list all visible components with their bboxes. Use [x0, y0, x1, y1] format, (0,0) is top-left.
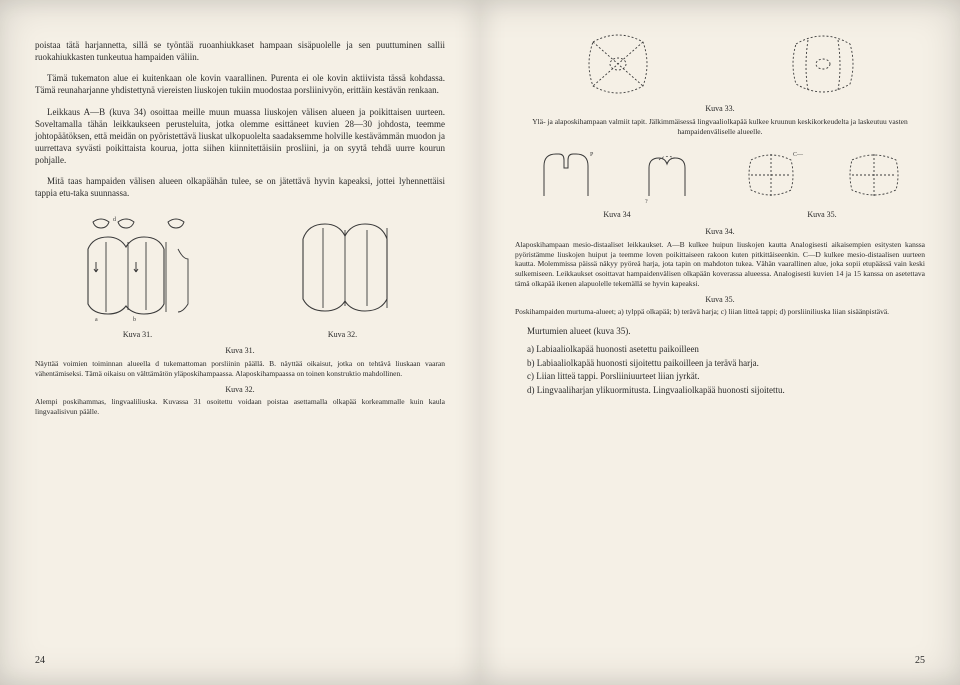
- list-b: b) Labiaaliolkapää huonosti sijoitettu p…: [515, 357, 925, 371]
- figure-labels-34-35: Kuva 34 Kuva 35.: [515, 210, 925, 221]
- svg-text:?: ?: [645, 199, 648, 205]
- figure-34a: P: [532, 146, 600, 206]
- fig34-label: Kuva 34: [603, 210, 630, 221]
- svg-text:P: P: [590, 152, 594, 158]
- cap34-title: Kuva 34.: [515, 227, 925, 238]
- list-d: d) Lingvaaliharjan ylikuormitusta. Lingv…: [515, 384, 925, 398]
- para-4: Mitä taas hampaiden välisen alueen olkap…: [35, 175, 445, 199]
- svg-text:b: b: [133, 317, 136, 323]
- para-1: poistaa tätä harjannetta, sillä se työnt…: [35, 39, 445, 63]
- cap32-title: Kuva 32.: [35, 385, 445, 396]
- list-c: c) Liian litteä tappi. Porsliiniuurteet …: [515, 370, 925, 384]
- svg-text:d: d: [113, 217, 116, 223]
- figure-33a: [573, 30, 663, 100]
- pagenum-right: 25: [915, 654, 925, 668]
- figure-33-row: [515, 30, 925, 100]
- cap35-title: Kuva 35.: [515, 295, 925, 306]
- cap35: Poskihampaiden murtuma-alueet; a) tylppä…: [515, 307, 925, 317]
- figure-33b: [778, 30, 868, 100]
- figure-35b: [840, 146, 908, 206]
- figure-row-31-32: a b d: [35, 214, 445, 324]
- cap33: Ylä- ja alaposkihampaan valmiit tapit. J…: [515, 117, 925, 137]
- book-spread: poistaa tätä harjannetta, sillä se työnt…: [0, 0, 960, 685]
- fig35-label: Kuva 35.: [807, 210, 836, 221]
- figure-32: [278, 214, 408, 324]
- cap31: Näyttää voimien toiminnan alueella d tuk…: [35, 359, 445, 379]
- cap32: Alempi poskihammas, lingvaaliliuska. Kuv…: [35, 397, 445, 417]
- section-title: Murtumien alueet (kuva 35).: [515, 325, 925, 337]
- fig31-label: Kuva 31.: [123, 330, 152, 341]
- pagenum-left: 24: [35, 654, 45, 668]
- svg-text:C—: C—: [793, 152, 804, 158]
- para-2: Tämä tukematon alue ei kuitenkaan ole ko…: [35, 72, 445, 96]
- fig33-label: Kuva 33.: [515, 104, 925, 115]
- fig32-label: Kuva 32.: [328, 330, 357, 341]
- para-3: Leikkaus A—B (kuva 34) osoittaa meille m…: [35, 106, 445, 167]
- page-left: poistaa tätä harjannetta, sillä se työnt…: [0, 0, 480, 685]
- list-a: a) Labiaaliolkapää huonosti asetettu pai…: [515, 343, 925, 357]
- page-right: Kuva 33. Ylä- ja alaposkihampaan valmiit…: [480, 0, 960, 685]
- svg-text:a: a: [95, 317, 98, 323]
- figure-labels-31-32: Kuva 31. Kuva 32.: [35, 330, 445, 341]
- cap31-title: Kuva 31.: [35, 346, 445, 357]
- cap34: Alaposkihampaan mesio-distaaliset leikka…: [515, 240, 925, 289]
- figure-34b: ?: [635, 146, 703, 206]
- figure-31: a b d: [73, 214, 203, 324]
- figure-35a: C—: [737, 146, 805, 206]
- figure-34-35-row: P ? C—: [515, 146, 925, 206]
- fracture-list: a) Labiaaliolkapää huonosti asetettu pai…: [515, 343, 925, 397]
